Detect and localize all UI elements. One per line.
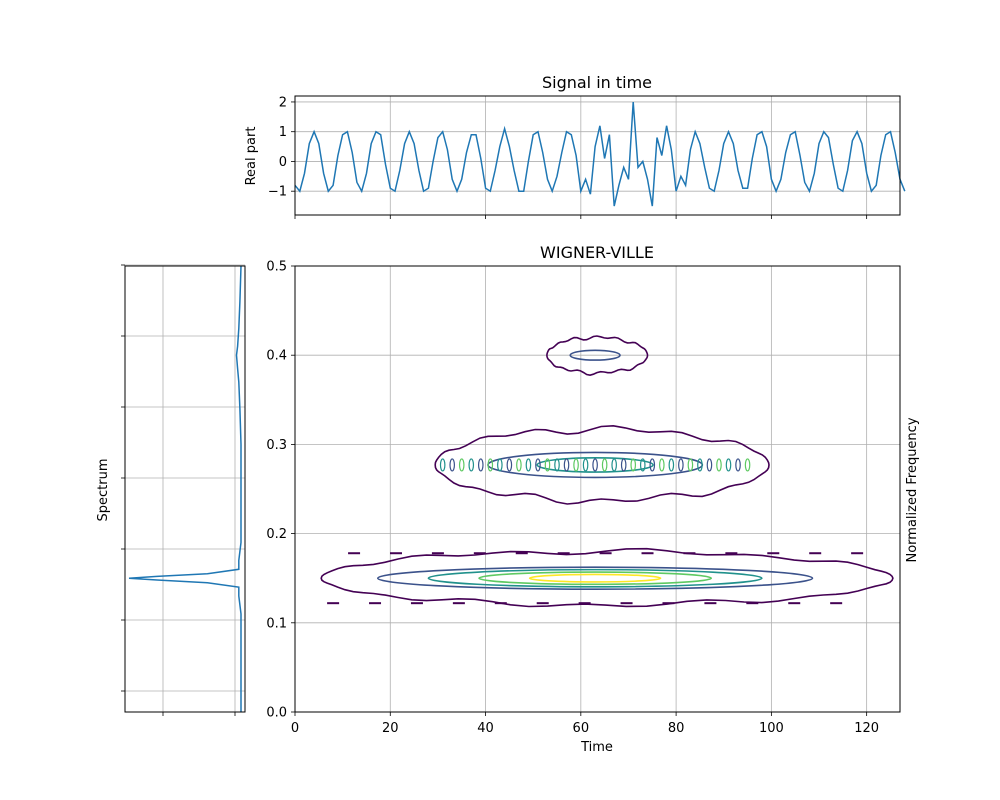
signal-title: Signal in time: [542, 73, 652, 92]
wigner-ytick-label: 0.0: [266, 706, 287, 721]
contour-ripple: [659, 458, 665, 472]
contour-ripple: [735, 458, 741, 472]
contour-ripple: [458, 458, 465, 472]
contour-level: [478, 571, 713, 586]
spectrum-axes: Spectrum: [96, 264, 246, 716]
spectrum-series-line: [128, 265, 242, 712]
wigner-xtick-label: 100: [759, 721, 784, 736]
wigner-xtick-label: 80: [668, 721, 685, 736]
contour-ripple: [716, 458, 722, 472]
wigner-ytick-label: 0.4: [266, 349, 287, 364]
wigner-xtick-label: 120: [854, 721, 879, 736]
contour-ripple: [678, 458, 684, 472]
contour-level: [487, 451, 704, 479]
contour-ripple: [535, 458, 541, 472]
wigner-title: WIGNER-VILLE: [540, 243, 654, 262]
contour-level: [528, 573, 662, 583]
contour-ripple: [639, 458, 646, 472]
signal-ytick-label: 0: [279, 155, 287, 170]
signal-axes: −1 0 1 2 Signal in time Real part: [244, 73, 906, 219]
contour-ripple: [573, 458, 579, 472]
contour-level: [536, 456, 654, 473]
wigner-ylabel: Normalized Frequency: [905, 417, 920, 562]
contour-ripple: [554, 458, 560, 472]
contour-level: [569, 349, 621, 361]
wigner-xtick-label: 20: [382, 721, 399, 736]
wigner-axes: 0 20 40 60 80 100 120 0.0 0.1 0.2 0.3 0.4 0.5 WIGNER…: [266, 243, 920, 755]
contour-ripple: [592, 458, 598, 472]
signal-series-line: [294, 101, 906, 207]
spectrum-ylabel: Spectrum: [96, 459, 111, 522]
spectrum-ticks: [121, 264, 236, 716]
contour-ripple: [449, 458, 456, 472]
signal-ytick-label: 1: [279, 125, 287, 140]
contour-ripple: [582, 458, 589, 472]
wigner-ytick-label: 0.3: [266, 438, 287, 453]
wigner-xtick-label: 60: [573, 721, 590, 736]
contour-ripple: [563, 458, 570, 472]
signal-line-group: [294, 101, 906, 207]
signal-ytick-label: 2: [279, 95, 287, 110]
contour-ripple: [668, 458, 675, 472]
signal-ytick-label: −1: [268, 185, 287, 200]
contour-ripple: [649, 458, 656, 472]
contour-ripple: [620, 458, 627, 472]
contour-ripple: [630, 458, 637, 472]
signal-ticks: −1 0 1 2: [268, 95, 868, 219]
signal-grid: [294, 96, 900, 215]
wigner-xlabel: Time: [580, 740, 613, 755]
wigner-xtick-label: 0: [291, 721, 299, 736]
contour-ripple: [497, 458, 503, 472]
contour-ripple: [744, 458, 751, 472]
contour-level: [427, 568, 763, 588]
contour-ripple: [487, 458, 494, 472]
contour-ripple: [439, 458, 446, 472]
wigner-ticks: 0 20 40 60 80 100 120 0.0 0.1 0.2 0.3 0.4 0.5: [266, 260, 879, 737]
contour-ripple: [477, 458, 484, 472]
contour-ripple: [687, 458, 694, 472]
contour-ripple: [468, 458, 475, 472]
contour-outer: [434, 424, 770, 505]
wigner-axes-frame: [294, 265, 901, 713]
wigner-ytick-label: 0.5: [266, 260, 287, 275]
contour-ripple: [706, 458, 713, 472]
contour-ripple: [601, 458, 608, 472]
contour-ripple: [516, 458, 522, 472]
spectrum-axes-frame: [124, 265, 246, 713]
wigner-grid: [294, 265, 900, 713]
spectrum-grid: [125, 264, 245, 712]
contour-level: [376, 566, 814, 590]
contour-ripple: [525, 458, 532, 472]
signal-axes-frame: [294, 95, 901, 216]
contour-outer: [546, 335, 649, 377]
wigner-ytick-label: 0.1: [266, 616, 287, 631]
contour-ripple: [697, 458, 703, 472]
signal-ylabel: Real part: [244, 127, 259, 186]
contour-ripple: [725, 458, 732, 472]
wigner-ytick-label: 0.2: [266, 527, 287, 542]
wigner-contours: [320, 335, 894, 608]
spectrum-line-group: [128, 265, 242, 712]
wigner-xtick-label: 40: [477, 721, 494, 736]
contour-ripple: [506, 458, 513, 472]
contour-ripple: [611, 458, 617, 472]
contour-ripple: [544, 458, 551, 472]
contour-outer: [320, 547, 894, 608]
